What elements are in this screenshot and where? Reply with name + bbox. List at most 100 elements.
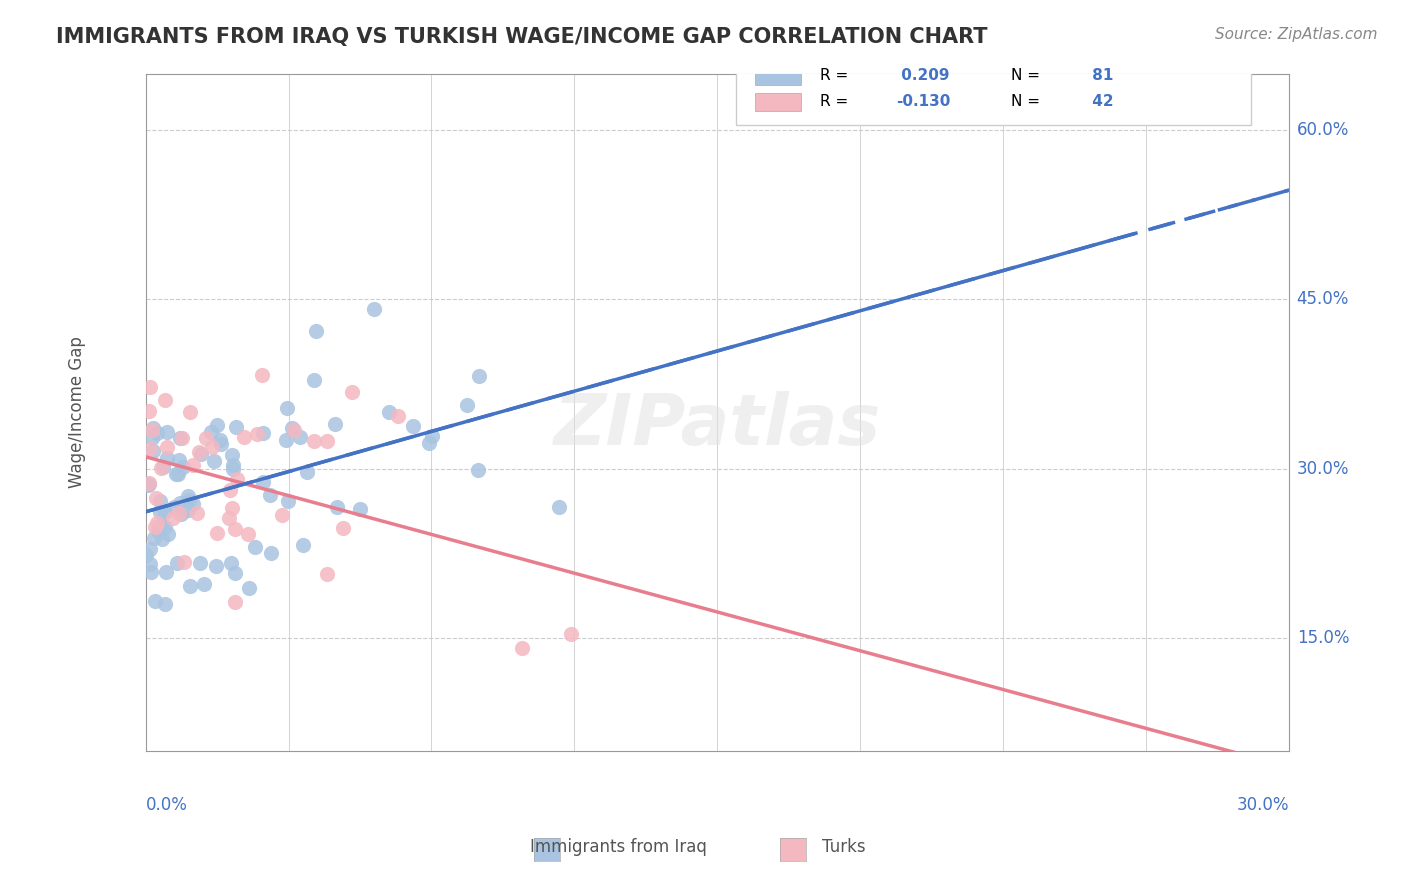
Point (252, 475, 274, 489)
Point (323, 417, 346, 432)
Point (209, 437, 232, 451)
Point (224, 595, 246, 609)
Point (222, 461, 245, 475)
Point (136, 478, 159, 492)
Point (146, 426, 169, 441)
Point (153, 505, 176, 519)
Point (186, 506, 208, 520)
Point (166, 556, 188, 570)
Point (150, 533, 173, 547)
Point (204, 453, 226, 467)
Point (402, 419, 425, 434)
Point (139, 442, 162, 456)
Text: R =: R = (820, 95, 853, 110)
Text: Wage/Income Gap: Wage/Income Gap (67, 336, 86, 488)
Text: 42: 42 (1087, 95, 1114, 110)
Point (224, 566, 246, 580)
Point (207, 526, 229, 541)
Point (188, 556, 211, 570)
Point (169, 496, 191, 510)
Point (170, 507, 193, 521)
Point (190, 447, 212, 461)
Point (209, 433, 232, 447)
Point (157, 527, 180, 541)
Point (153, 597, 176, 611)
Point (167, 506, 190, 520)
Point (288, 430, 311, 444)
Point (177, 492, 200, 507)
Point (342, 385, 364, 400)
Point (276, 401, 298, 416)
Point (510, 640, 533, 655)
Point (547, 500, 569, 514)
Point (259, 488, 281, 502)
Point (156, 425, 179, 439)
Point (153, 393, 176, 408)
Point (165, 467, 187, 481)
Text: 0.209: 0.209 (897, 69, 950, 84)
Point (468, 369, 491, 384)
Point (204, 558, 226, 573)
Text: Turks: Turks (821, 838, 866, 856)
Point (363, 302, 385, 317)
Point (467, 463, 489, 477)
Point (145, 491, 167, 506)
Text: 15.0%: 15.0% (1296, 629, 1350, 647)
Point (349, 502, 371, 516)
Point (150, 460, 173, 475)
Point (149, 494, 172, 508)
Point (316, 566, 339, 581)
Point (181, 497, 204, 511)
Text: Source: ZipAtlas.com: Source: ZipAtlas.com (1215, 27, 1378, 42)
Point (167, 452, 190, 467)
Point (252, 426, 274, 441)
Point (302, 434, 325, 448)
Point (560, 627, 582, 641)
Point (316, 434, 339, 448)
Point (283, 424, 305, 438)
Point (332, 521, 354, 535)
Point (221, 458, 243, 472)
Point (169, 431, 191, 445)
Bar (755, 67, 801, 85)
Text: R =: R = (820, 69, 853, 84)
Point (276, 433, 298, 447)
Point (149, 505, 172, 519)
Point (146, 524, 169, 538)
Point (179, 579, 201, 593)
Point (156, 440, 179, 454)
Point (162, 510, 184, 524)
Point (270, 508, 292, 522)
Text: N =: N = (1011, 95, 1045, 110)
Point (139, 557, 162, 571)
Point (418, 436, 440, 450)
Point (292, 538, 315, 552)
Point (155, 565, 177, 579)
Point (305, 324, 328, 338)
Point (181, 458, 204, 472)
Point (238, 581, 260, 595)
Point (201, 441, 224, 455)
Text: N =: N = (1011, 69, 1045, 84)
Point (170, 431, 193, 445)
Point (218, 511, 240, 525)
Bar (755, 93, 801, 111)
Point (138, 404, 160, 418)
Point (139, 379, 162, 393)
Point (245, 540, 267, 554)
Point (143, 531, 166, 545)
Point (219, 483, 242, 497)
Point (377, 404, 399, 418)
Point (221, 500, 243, 515)
Point (150, 518, 173, 533)
Text: 30.0%: 30.0% (1296, 459, 1350, 478)
Point (456, 398, 478, 412)
Point (176, 490, 198, 504)
Point (236, 526, 259, 541)
Point (143, 520, 166, 534)
Point (139, 542, 162, 557)
Point (153, 520, 176, 534)
Text: 45.0%: 45.0% (1296, 291, 1348, 309)
Point (138, 477, 160, 491)
Text: ZIPatlas: ZIPatlas (554, 392, 882, 460)
